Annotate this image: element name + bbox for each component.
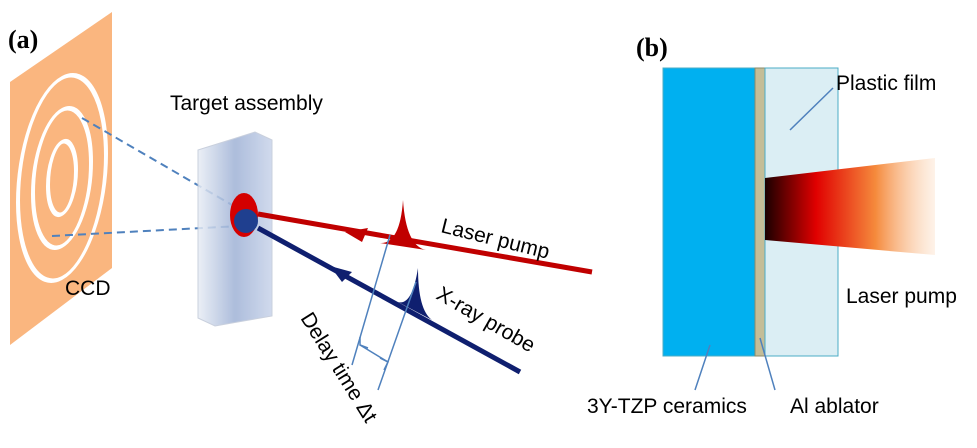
laser-pulse [380,200,426,250]
arrow [330,266,352,282]
panel-label: (a) [8,25,38,54]
laser-beam [765,158,935,255]
pointer [694,344,711,391]
ccd-plate [10,12,112,345]
target-label: Target assembly [170,92,323,115]
ccd-label: CCD [65,277,111,300]
arrow [345,228,368,242]
film-label: Plastic film [836,72,936,95]
xray-spot [234,209,258,233]
pointer [759,337,776,391]
xray-label: X-ray probe [433,282,540,357]
pointer [789,87,834,131]
xray-line [256,225,522,375]
laser-label: Laser pump [846,285,957,308]
delay-label: Delay time Δt [296,308,382,426]
ceramics [662,67,756,357]
ablator-label: Al ablator [790,395,879,418]
ceramics-label: 3Y-TZP ceramics [587,395,747,418]
panel-label: (b) [636,33,668,62]
delay-markers [351,234,417,391]
rings [16,73,108,283]
ablator [754,67,766,357]
xray-pulse [398,268,432,320]
laser-line [257,211,593,275]
